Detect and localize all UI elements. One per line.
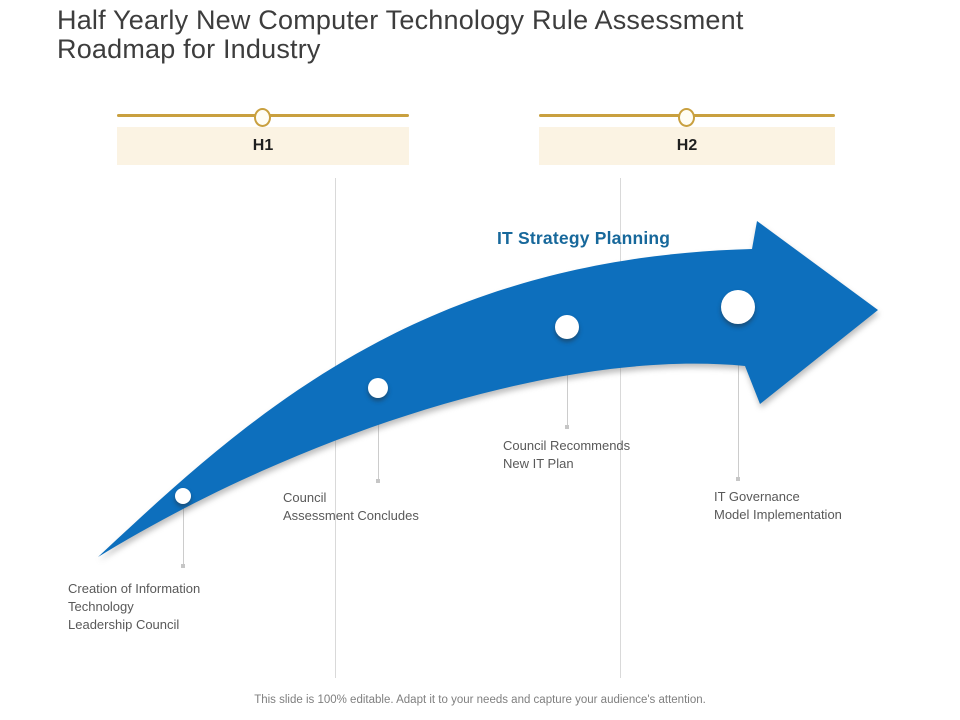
divider-line-h2 (620, 178, 621, 678)
milestone-label-2-line-1: Council (283, 490, 327, 505)
milestone-label-2-line-2: Assessment Concludes (283, 508, 419, 523)
milestone-dot-4 (721, 290, 755, 324)
milestone-dot-1 (175, 488, 191, 504)
footer-note: This slide is 100% editable. Adapt it to… (254, 694, 706, 706)
h2-label: H2 (676, 137, 698, 154)
milestone-label-4-line-1: IT Governance (714, 489, 800, 504)
milestone-connector-4 (738, 322, 739, 477)
h1-timeline-marker-icon (254, 108, 271, 127)
milestone-label-1-line-3: Leadership Council (68, 617, 180, 632)
h1-header: H1 (117, 127, 409, 165)
connector-end-square-2 (376, 479, 380, 483)
milestone-label-2: Council Assessment Concludes (283, 489, 419, 525)
connector-end-square-1 (181, 564, 185, 568)
h1-label: H1 (252, 137, 274, 154)
milestone-connector-3 (567, 337, 568, 425)
milestone-label-3-line-2: New IT Plan (503, 456, 574, 471)
milestone-label-1-line-2: Technology (68, 599, 134, 614)
slide-title: Half Yearly New Computer Technology Rule… (57, 5, 744, 64)
roadmap-arrow-shape (98, 221, 878, 557)
milestone-label-4-line-2: Model Implementation (714, 507, 842, 522)
milestone-dot-2 (368, 378, 388, 398)
arrow-caption: IT Strategy Planning (497, 228, 671, 248)
milestone-label-4: IT Governance Model Implementation (714, 488, 842, 524)
milestone-connector-1 (183, 502, 184, 564)
h2-header: H2 (539, 127, 835, 165)
milestone-connector-2 (378, 396, 379, 479)
milestone-label-1-line-1: Creation of Information (68, 581, 201, 596)
connector-end-square-3 (565, 425, 569, 429)
h2-timeline-marker-icon (678, 108, 695, 127)
milestone-label-3-line-1: Council Recommends (503, 438, 631, 453)
connector-end-square-4 (736, 477, 740, 481)
milestone-dot-3 (555, 315, 579, 339)
milestone-label-1: Creation of Information Technology Leade… (68, 580, 200, 634)
milestone-label-3: Council Recommends New IT Plan (503, 437, 630, 473)
